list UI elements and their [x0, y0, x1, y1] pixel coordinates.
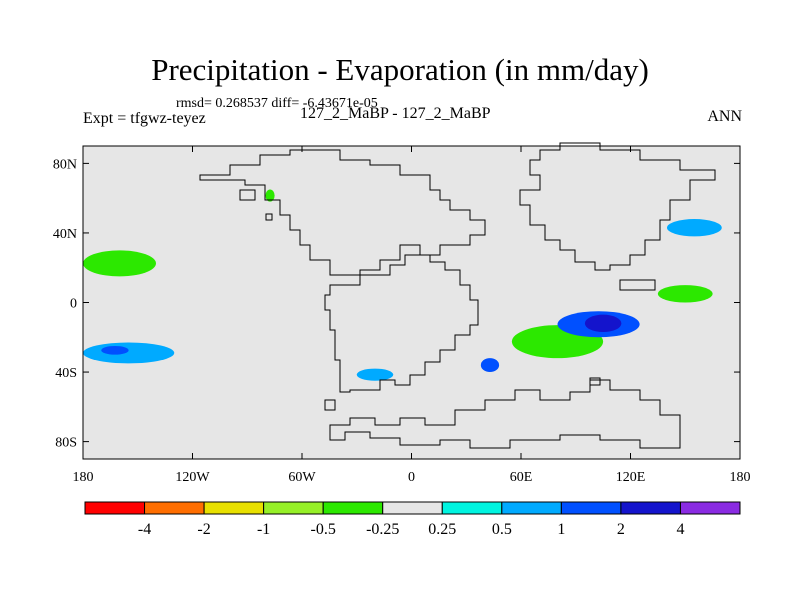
region-light-green-arctic [265, 189, 275, 202]
region-green-south-pacific [92, 311, 248, 320]
colorbar-box [84, 501, 146, 515]
chart-subtitle: rmsd= 0.268537 diff= -6.43671e-05 [176, 96, 378, 111]
colorbar-box [203, 501, 265, 515]
coastline-north-landmass [199, 149, 486, 276]
y-tick-label: 40S [55, 366, 77, 381]
x-tick-label: 120W [175, 470, 210, 485]
region-light-green-north-pacific [83, 250, 156, 277]
experiment-label: Expt = tfgwz-teyez [83, 110, 206, 127]
x-tick-label: 120E [616, 470, 646, 485]
colorbar-label: -0.5 [311, 521, 336, 538]
colorbar-label: 0.25 [428, 521, 456, 538]
contour-regions-layer [83, 189, 722, 381]
y-tick-label: 80N [53, 157, 77, 172]
y-tick-label: 0 [70, 297, 77, 312]
colorbar-box [560, 501, 622, 515]
coastline-islands [239, 189, 656, 411]
colorbar-box [322, 501, 384, 515]
colorbar-box [501, 501, 562, 515]
x-tick-label: 180 [73, 470, 94, 485]
colorbar-box [382, 501, 443, 515]
coastlines-layer [199, 142, 716, 449]
y-axis-ticks: 80N 40N 0 40S 80S [53, 157, 740, 451]
x-tick-label: 0 [408, 470, 415, 485]
case-label: 127_2_MaBP - 127_2_MaBP [300, 105, 491, 122]
region-dark-blue-east-ocean [584, 314, 622, 333]
coastline-central-continent [324, 254, 479, 393]
season-label: ANN [707, 108, 742, 125]
colorbar-label: 2 [617, 521, 625, 538]
y-tick-label: 80S [55, 436, 77, 451]
colorbar-box [441, 501, 503, 515]
x-tick-label: 60E [510, 470, 533, 485]
region-cyan-south-pacific [83, 342, 175, 364]
x-tick-label: 60W [288, 470, 316, 485]
colorbar-box [679, 501, 741, 515]
x-tick-label: 180 [730, 470, 751, 485]
colorbar-label: -1 [257, 521, 270, 538]
region-cyan-northeast [667, 219, 722, 237]
coastline-northeast-landmass [519, 142, 716, 271]
colorbar-label: -0.25 [366, 521, 399, 538]
coastline-southern-continent [329, 379, 681, 449]
colorbar-label: 1 [557, 521, 565, 538]
colorbar-box [263, 501, 324, 515]
plot-background-layer [83, 146, 740, 459]
region-cyan-south-atlantic [356, 368, 394, 381]
region-blue-south-pacific [101, 345, 129, 355]
x-axis-ticks: 180 120W 60W 0 60E 120E 180 [73, 146, 751, 485]
colorbar: -4 -2 -1 -0.5 -0.25 0.25 0.5 1 2 4 [84, 501, 741, 538]
plot-background [83, 146, 740, 459]
colorbar-box [144, 501, 205, 515]
colorbar-box [620, 501, 681, 515]
colorbar-label: 4 [676, 521, 684, 538]
colorbar-label: -4 [138, 521, 151, 538]
colorbar-label: 0.5 [492, 521, 512, 538]
y-tick-label: 40N [53, 227, 77, 242]
region-light-green-west-pacific [657, 285, 713, 303]
colorbar-label: -2 [197, 521, 210, 538]
region-green-north-africa [466, 250, 594, 329]
chart-title: Precipitation - Evaporation (in mm/day) [151, 52, 649, 87]
region-blue-south-africa [480, 358, 500, 373]
